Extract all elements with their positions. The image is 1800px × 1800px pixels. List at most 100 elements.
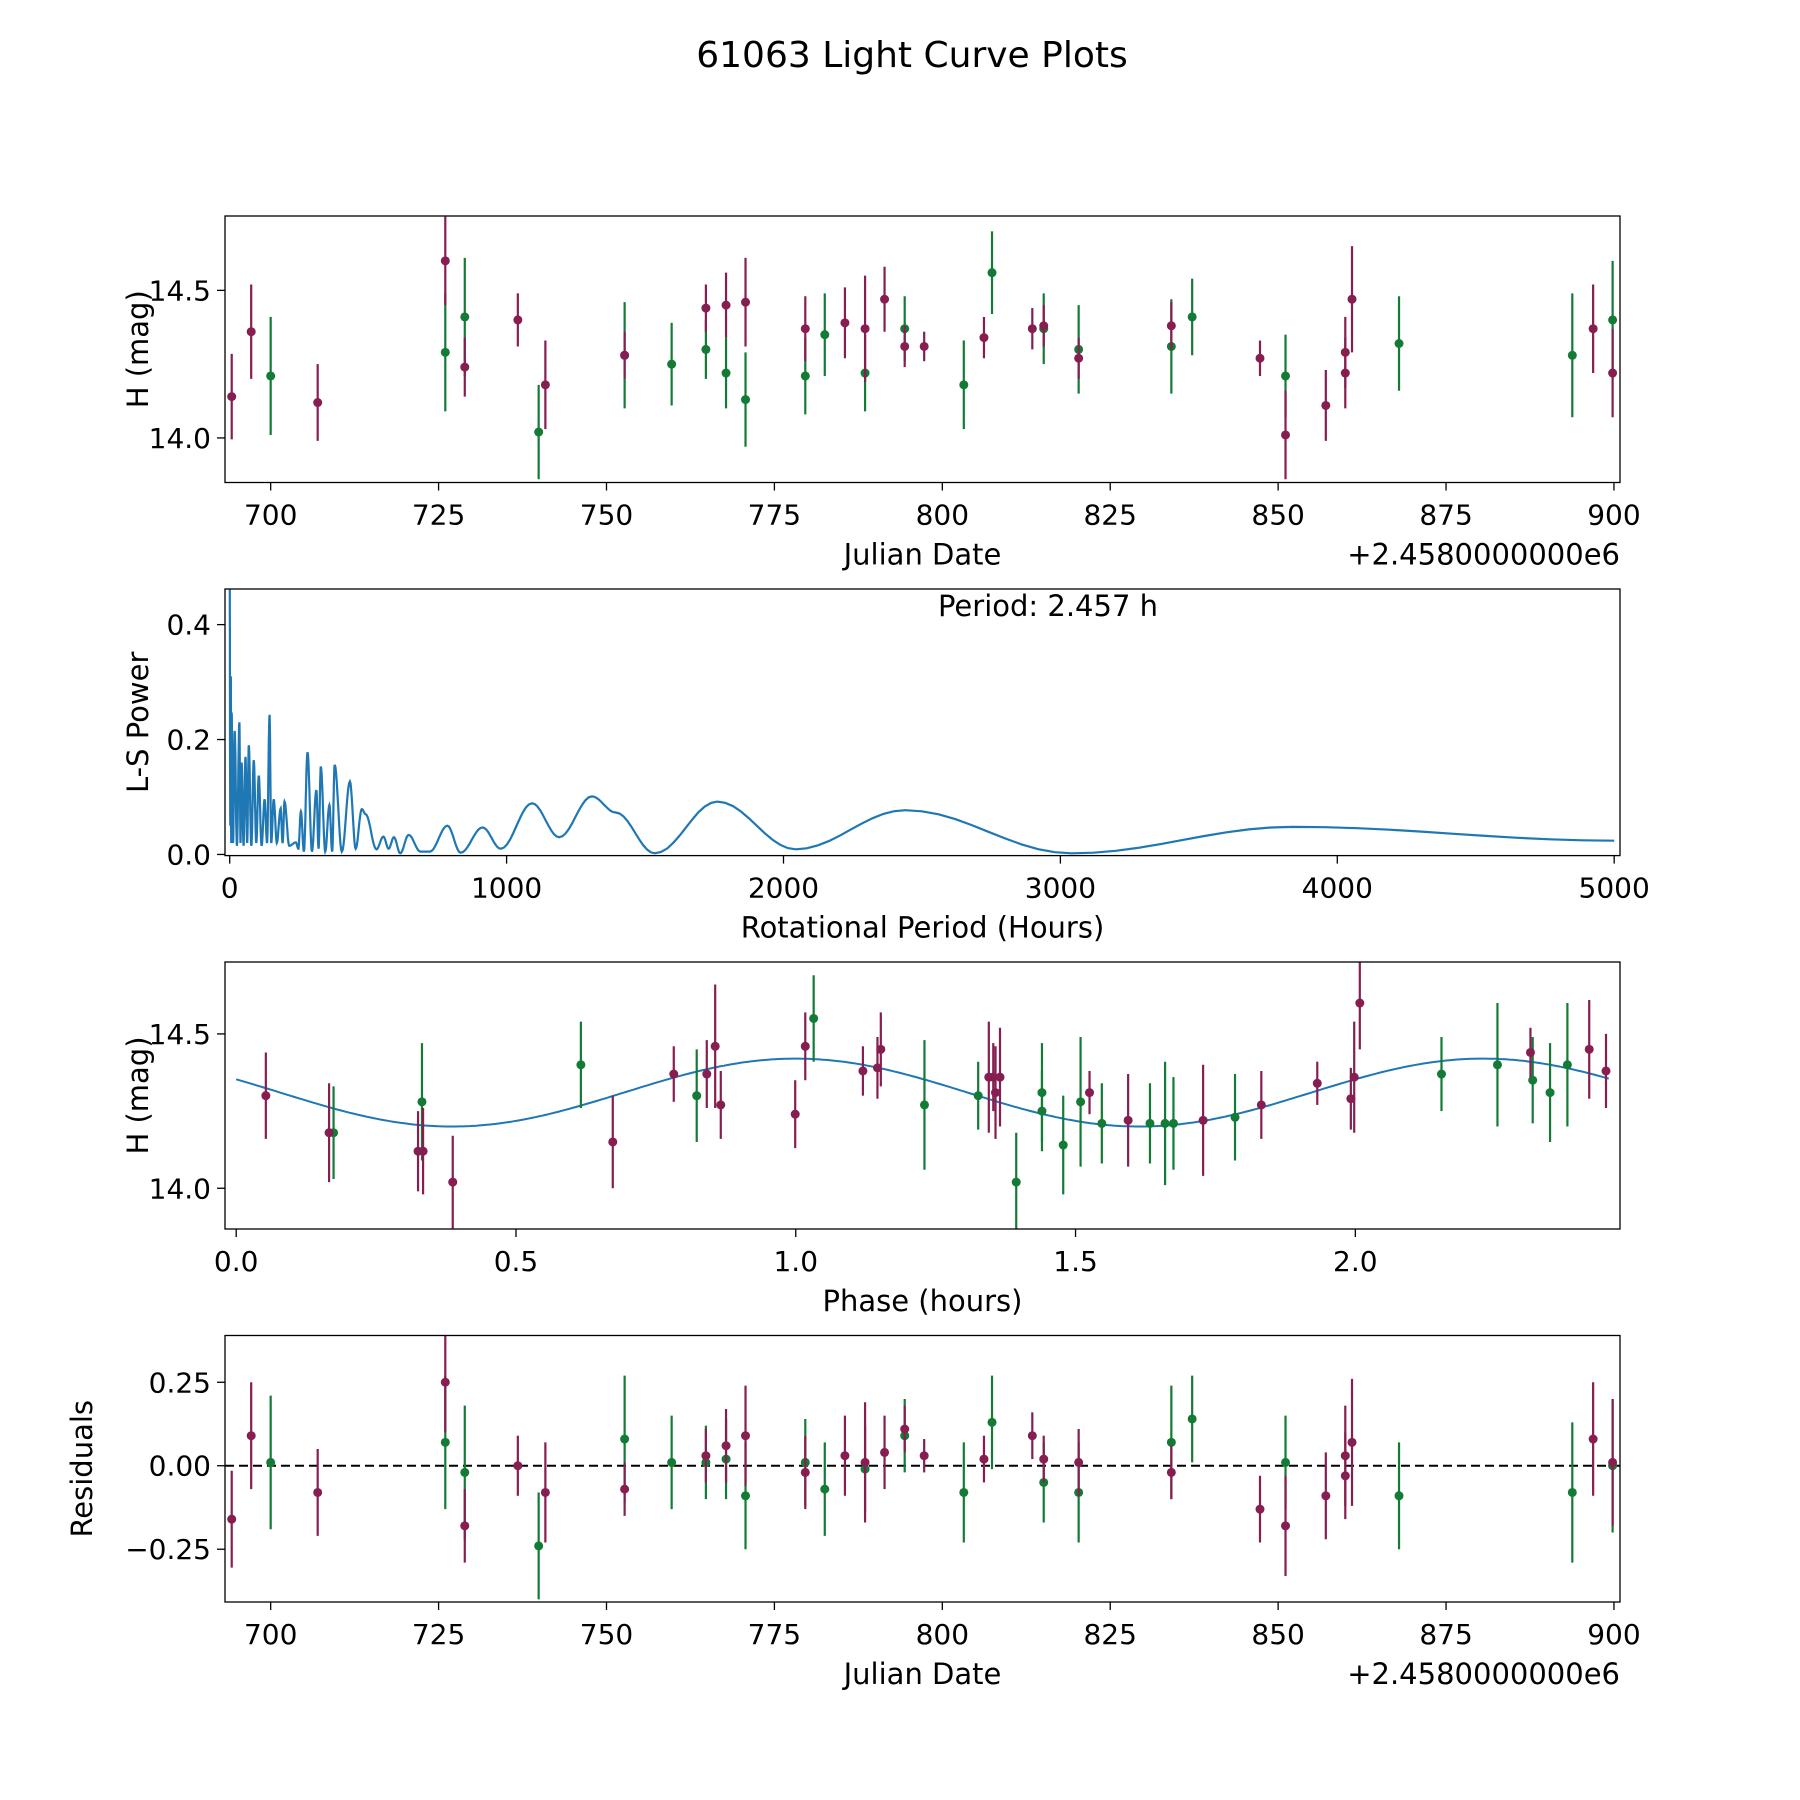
data-point: [860, 324, 870, 334]
data-point: [1608, 368, 1618, 378]
data-point: [1355, 998, 1365, 1008]
data-point: [1230, 1112, 1240, 1122]
axes-frame: [224, 215, 1621, 484]
x-axis-label: Julian Date: [842, 1657, 1002, 1691]
y-axis-label: Residuals: [65, 1400, 99, 1538]
data-point: [1281, 1521, 1291, 1531]
data-point: [860, 1457, 870, 1467]
x-tick-label: 5000: [1579, 872, 1650, 905]
data-point: [820, 330, 830, 340]
data-point: [1166, 321, 1176, 331]
data-point: [991, 1088, 1001, 1098]
data-point: [620, 1484, 630, 1494]
data-point: [800, 324, 810, 334]
data-point: [266, 371, 276, 381]
data-point: [702, 1069, 712, 1079]
data-point: [261, 1091, 271, 1101]
data-point: [1588, 324, 1598, 334]
x-tick-label: 825: [1083, 499, 1136, 532]
y-tick-label: 0.25: [149, 1366, 211, 1399]
data-point: [440, 256, 450, 266]
x-tick-label: 700: [244, 1618, 297, 1651]
data-point: [1085, 1088, 1095, 1098]
data-point: [872, 1063, 882, 1073]
data-point: [880, 294, 890, 304]
data-point: [1281, 371, 1291, 381]
data-point: [246, 1431, 256, 1441]
data-point: [1039, 321, 1049, 331]
data-point: [1347, 1437, 1357, 1447]
y-axis-label: H (mag): [121, 290, 155, 408]
data-point: [692, 1091, 702, 1101]
y-tick-label: 0.0: [166, 838, 211, 871]
data-point: [979, 1454, 989, 1464]
data-point: [1145, 1118, 1155, 1128]
y-tick-label: 0.2: [166, 724, 211, 757]
data-point: [973, 1091, 983, 1101]
x-axis-label: Julian Date: [842, 538, 1002, 572]
data-point: [1525, 1047, 1535, 1057]
data-point: [1394, 1491, 1404, 1501]
data-point: [1584, 1044, 1594, 1054]
y-tick-label: 14.0: [149, 422, 211, 455]
data-point: [1545, 1088, 1555, 1098]
data-point: [534, 1541, 544, 1551]
data-point: [790, 1109, 800, 1119]
data-point: [741, 1491, 751, 1501]
data-point: [1492, 1060, 1502, 1070]
data-point: [1436, 1069, 1446, 1079]
data-point: [1567, 1487, 1577, 1497]
data-point: [840, 318, 850, 328]
x-tick-label: 900: [1587, 1618, 1640, 1651]
data-point: [1039, 1454, 1049, 1464]
x-tick-label: 0: [221, 872, 239, 905]
data-point: [608, 1137, 618, 1147]
data-point: [979, 333, 989, 343]
data-point: [1256, 1100, 1266, 1110]
x-tick-label: 850: [1251, 1618, 1304, 1651]
data-point: [1321, 1491, 1331, 1501]
data-point: [313, 398, 323, 408]
data-point: [1166, 1467, 1176, 1477]
x-offset-label: +2.4580000000e6: [1347, 538, 1620, 572]
data-point: [987, 1417, 997, 1427]
data-point: [1349, 1072, 1359, 1082]
data-point: [440, 347, 450, 357]
x-tick-label: 800: [916, 499, 969, 532]
data-point: [716, 1100, 726, 1110]
data-point: [448, 1177, 458, 1187]
data-point: [324, 1128, 334, 1138]
data-point: [1168, 1118, 1178, 1128]
data-point: [540, 380, 550, 390]
data-point: [620, 350, 630, 360]
data-point: [721, 1441, 731, 1451]
data-point: [667, 1457, 677, 1467]
data-point: [1340, 1471, 1350, 1481]
data-point: [1160, 1118, 1170, 1128]
series-band1: [261, 962, 1611, 1229]
phased-axes: 0.0 0.5 1.0 1.5 2.0 14.0 14.5 Phase (hours) H (m…: [121, 961, 1621, 1318]
y-tick-label: −0.25: [125, 1533, 211, 1566]
data-point: [900, 341, 910, 351]
phased-plot-area: [235, 962, 1611, 1229]
data-point: [1037, 1106, 1047, 1116]
data-point: [534, 427, 544, 437]
axes-frame: [224, 588, 1621, 857]
data-point: [1198, 1115, 1208, 1125]
data-point: [418, 1146, 428, 1156]
data-point: [959, 1487, 969, 1497]
x-tick-label: 725: [412, 1618, 465, 1651]
x-tick-label: 875: [1419, 1618, 1472, 1651]
data-point: [1074, 1457, 1084, 1467]
data-point: [1187, 1414, 1197, 1424]
data-point: [1347, 294, 1357, 304]
data-point: [1340, 368, 1350, 378]
data-point: [800, 1467, 810, 1477]
data-point: [1608, 1457, 1618, 1467]
x-axis-label: Rotational Period (Hours): [741, 911, 1105, 945]
data-point: [576, 1060, 586, 1070]
x-tick-label: 850: [1251, 499, 1304, 532]
data-point: [820, 1484, 830, 1494]
data-point: [1321, 400, 1331, 410]
